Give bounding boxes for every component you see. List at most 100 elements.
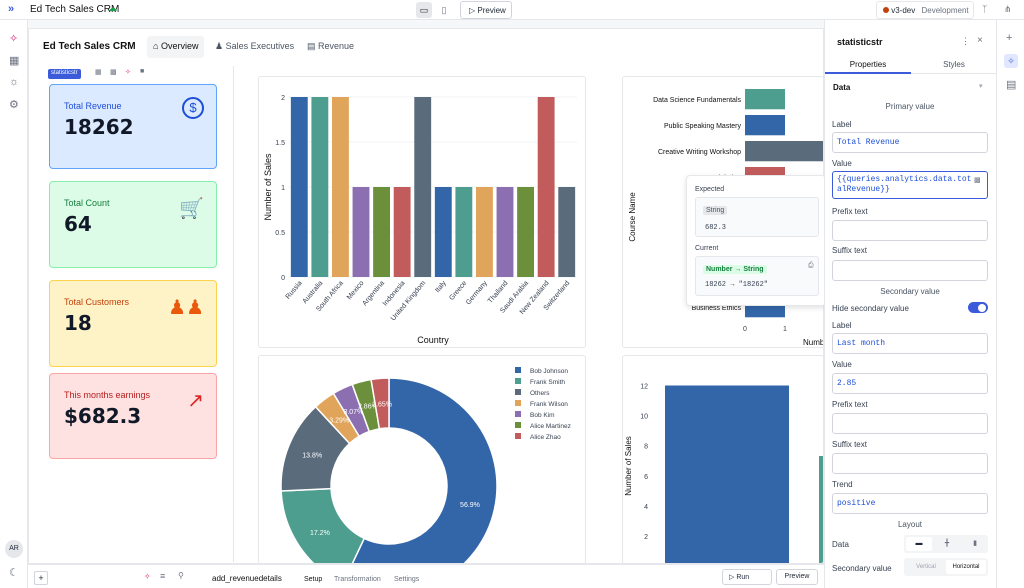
- legend-swatch: [515, 433, 521, 439]
- secondary-suffix-input[interactable]: [832, 453, 988, 474]
- label-input[interactable]: Total Revenue: [832, 132, 988, 153]
- settings-icon[interactable]: ⚙: [9, 99, 19, 111]
- user-icon: ♟: [215, 41, 224, 51]
- debug-icon[interactable]: ☼: [9, 76, 20, 88]
- tab-properties[interactable]: Properties: [825, 57, 911, 74]
- country-sales-chart[interactable]: 0 0.5 1 1.5 2 Russia Australia South Africa Mexi…: [258, 76, 586, 348]
- stat-label: Total Count: [64, 198, 110, 208]
- theme-icon[interactable]: ☾: [9, 567, 19, 579]
- secondary-label-input[interactable]: Last month: [832, 333, 988, 354]
- stat-label: Total Customers: [64, 297, 130, 307]
- value-input[interactable]: {{queries.analytics.data.totalRevenue}}: [832, 171, 988, 199]
- trend-up-icon: ↗: [187, 390, 204, 412]
- move-icon[interactable]: ▦: [95, 69, 102, 76]
- close-icon[interactable]: ×: [977, 35, 983, 46]
- secondary-prefix-field-label: Prefix text: [832, 400, 868, 409]
- bar-russia: [290, 97, 308, 277]
- option-vertical[interactable]: Vertical: [916, 564, 936, 570]
- align-right-icon[interactable]: ▮: [973, 540, 977, 547]
- y-tick-label: 1.5: [275, 140, 285, 147]
- run-button[interactable]: ▷ Run: [722, 569, 772, 585]
- y-tick-label: 10: [640, 414, 648, 421]
- select-icon[interactable]: ▦: [9, 55, 20, 67]
- environment-selector[interactable]: v3-dev Development: [876, 1, 974, 19]
- ai-query-icon[interactable]: ✧: [144, 572, 151, 581]
- desktop-view-icon[interactable]: ▭: [416, 2, 432, 18]
- query-name[interactable]: add_revenuedetails: [212, 574, 282, 583]
- docs-icon[interactable]: ▤: [1006, 79, 1017, 91]
- component-tag[interactable]: statisticstr: [48, 69, 81, 79]
- trend-input[interactable]: positive: [832, 493, 988, 514]
- legend-label: Others: [530, 390, 550, 397]
- add-query-button[interactable]: +: [34, 571, 48, 585]
- stat-card-this-months-earnings[interactable]: This months earnings $682.3 ↗: [49, 373, 217, 459]
- branch-icon[interactable]: ᛉ: [982, 4, 988, 14]
- tab-overview[interactable]: ⌂ Overview: [147, 36, 205, 58]
- label-field-label: Label: [832, 120, 852, 129]
- right-rail: + ✧ ▤: [996, 20, 1024, 588]
- sales-executive-donut-chart[interactable]: 56.9% 17.2% 13.8% 3.29% 3.07% 2.86% 2.65% Bob J…: [258, 355, 586, 564]
- bar-italy: [434, 187, 452, 277]
- bar-australia: [311, 97, 329, 277]
- stat-card-total-count[interactable]: Total Count 64 🛒: [49, 181, 217, 268]
- add-icon[interactable]: +: [1006, 32, 1013, 44]
- suffix-input[interactable]: [832, 260, 988, 281]
- suffix-field-label: Suffix text: [832, 246, 867, 255]
- env-branch: v3-dev: [891, 6, 916, 15]
- search-icon[interactable]: ⚲: [178, 571, 184, 580]
- components-panel-icon[interactable]: ✧: [1004, 54, 1018, 68]
- expand-editor-icon[interactable]: ▩: [974, 177, 981, 184]
- align-left-icon[interactable]: ▬: [906, 537, 932, 551]
- bar-thailand: [496, 187, 514, 277]
- legend-swatch: [515, 422, 521, 428]
- query-panel: + ✧ ≡ ⚲ add_revenuedetails Setup Transfo…: [28, 564, 824, 588]
- bar-course: [745, 141, 823, 162]
- data-section-title[interactable]: Data: [833, 83, 851, 92]
- tab-transformation[interactable]: Transformation: [334, 576, 381, 583]
- secondary-value-input[interactable]: 2.85: [832, 373, 988, 394]
- delete-icon[interactable]: ■: [140, 68, 145, 75]
- query-preview-button[interactable]: Preview: [776, 569, 818, 585]
- revenue-bar-chart[interactable]: 024681012Number of Sales: [622, 355, 824, 564]
- hide-secondary-toggle[interactable]: [968, 302, 988, 313]
- secondary-prefix-input[interactable]: [832, 413, 988, 434]
- bar-mexico: [352, 187, 370, 277]
- stat-card-total-revenue[interactable]: Total Revenue 18262 $: [49, 84, 217, 169]
- legend-label: Frank Smith: [530, 379, 565, 386]
- collapse-icon[interactable]: ▾: [979, 83, 983, 90]
- tab-revenue[interactable]: ▤ Revenue: [307, 41, 355, 51]
- stat-label: This months earnings: [64, 390, 151, 400]
- align-center-icon[interactable]: ╋: [944, 540, 950, 547]
- app-title[interactable]: Ed Tech Sales CRM: [30, 4, 120, 15]
- ai-icon[interactable]: ✧: [125, 69, 131, 76]
- page-title: Ed Tech Sales CRM: [43, 41, 136, 52]
- filter-icon[interactable]: ≡: [160, 571, 166, 581]
- copy-icon[interactable]: ⎙: [808, 262, 814, 269]
- tab-settings[interactable]: Settings: [394, 576, 420, 583]
- legend-swatch: [515, 411, 521, 417]
- layout-secondary-segment[interactable]: Vertical Horizontal: [904, 558, 988, 576]
- tab-sales-executives[interactable]: ♟ Sales Executives: [215, 41, 295, 51]
- prefix-input[interactable]: [832, 220, 988, 241]
- more-icon[interactable]: ⋮: [961, 36, 970, 46]
- grid-icon[interactable]: ▩: [110, 69, 117, 76]
- option-horizontal[interactable]: Horizontal: [946, 560, 986, 574]
- stat-card-total-customers[interactable]: Total Customers 18 ♟♟: [49, 280, 217, 367]
- legend-label: Alice Martinez: [530, 423, 571, 430]
- avatar[interactable]: AR: [5, 540, 23, 558]
- top-bar: » Ed Tech Sales CRM ☁ ▭ ▯ ▷ Preview v3-d…: [0, 0, 1024, 20]
- bar-new-zealand: [537, 97, 555, 277]
- env-status-dot: [883, 7, 889, 13]
- prefix-field-label: Prefix text: [832, 207, 868, 216]
- users-icon: ♟♟: [168, 297, 204, 319]
- tab-setup[interactable]: Setup: [304, 576, 323, 583]
- bar-saudi-arabia: [517, 187, 535, 277]
- tab-styles[interactable]: Styles: [911, 57, 997, 74]
- stat-label: Total Revenue: [64, 101, 122, 111]
- layout-data-segment[interactable]: ▬ ╋ ▮: [904, 535, 988, 553]
- share-icon[interactable]: ⋔: [1004, 4, 1012, 14]
- stat-value: 18262: [64, 115, 134, 139]
- components-icon[interactable]: ✧: [9, 33, 19, 45]
- preview-button[interactable]: ▷ Preview: [460, 1, 512, 19]
- mobile-view-icon[interactable]: ▯: [441, 5, 447, 15]
